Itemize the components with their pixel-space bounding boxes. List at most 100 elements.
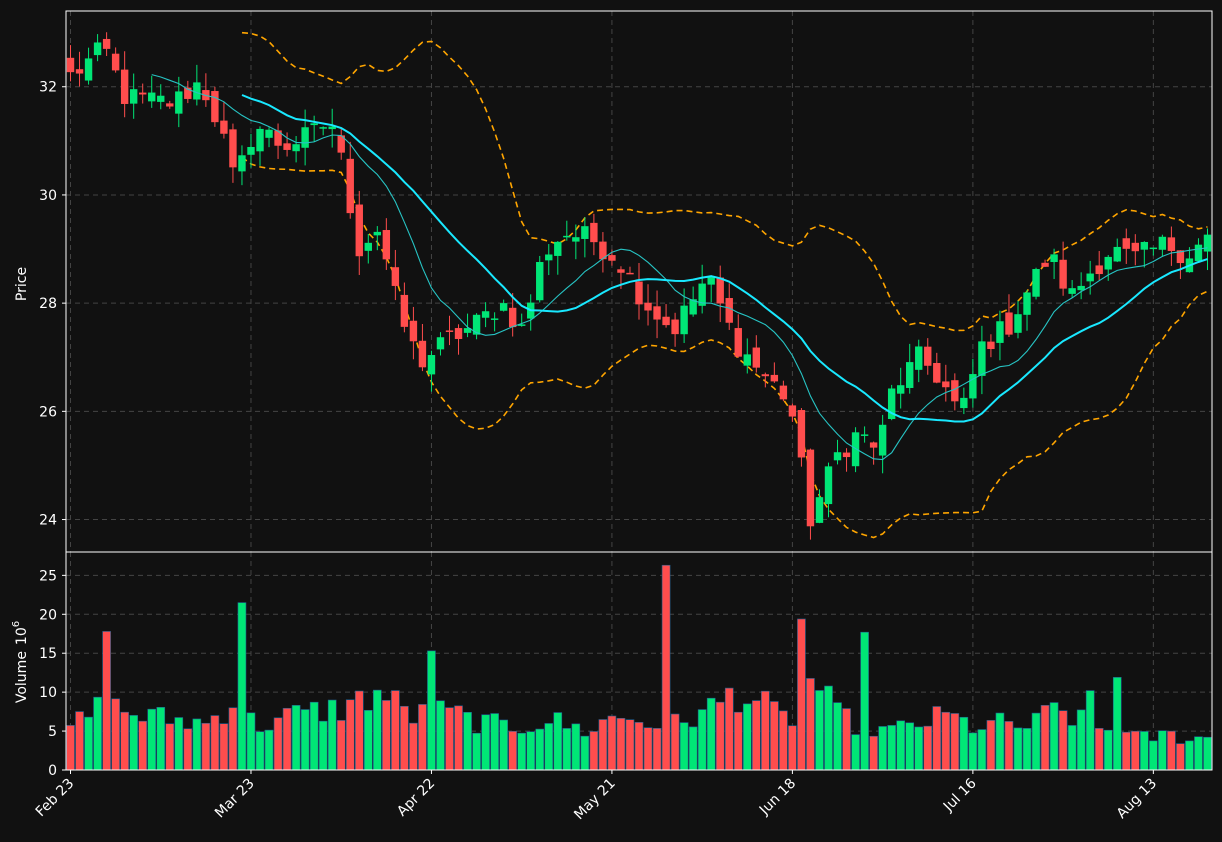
candle-body: [860, 434, 869, 436]
candle-body: [337, 135, 345, 153]
volume-bar: [806, 678, 815, 771]
candle-body: [382, 230, 391, 260]
candle-body: [66, 57, 75, 73]
volume-bar: [454, 705, 463, 771]
volume-bar: [481, 714, 490, 771]
volume-bar: [1058, 710, 1068, 771]
candle: [120, 51, 129, 118]
candle-body: [1077, 285, 1085, 291]
candle-body: [725, 298, 733, 323]
volume-bar: [1067, 725, 1077, 771]
candle: [1032, 267, 1040, 300]
candle: [508, 293, 517, 337]
candle: [409, 306, 418, 360]
candle-body: [1014, 314, 1022, 333]
volume-bar: [643, 727, 653, 771]
candle-body: [824, 466, 833, 505]
candle-body: [184, 87, 192, 99]
volume-bar: [1140, 731, 1149, 771]
volume-bar: [751, 700, 761, 771]
candle: [869, 441, 878, 465]
candle-body: [111, 53, 120, 71]
volume-bar: [391, 690, 400, 771]
volume-bar: [1040, 705, 1050, 771]
candle: [202, 73, 210, 107]
candle-body: [833, 452, 842, 461]
candle: [1122, 228, 1130, 264]
volume-bar: [878, 726, 887, 771]
volume-bar: [833, 702, 842, 771]
volume-bar: [1076, 709, 1086, 771]
volume-tick-label-5: 25: [39, 568, 57, 584]
volume-bar: [156, 707, 166, 771]
candle-body: [788, 405, 797, 417]
candle: [996, 310, 1004, 361]
volume-bar: [842, 708, 851, 771]
x-tick-label-0: Feb 23: [33, 776, 78, 821]
candle-body: [797, 410, 806, 458]
volume-bar: [291, 705, 301, 771]
candle-body: [1095, 265, 1103, 275]
candle: [102, 32, 111, 57]
candle: [283, 132, 291, 157]
volume-axis-label-text: Volume: [14, 651, 30, 703]
candle: [1140, 241, 1149, 268]
candle-body: [1149, 247, 1158, 250]
candle-body: [851, 432, 860, 467]
candle: [824, 462, 833, 518]
candle-body: [1050, 254, 1058, 263]
candle: [563, 220, 571, 241]
volume-bar: [1149, 740, 1158, 771]
candle: [554, 241, 562, 275]
volume-bar: [1085, 690, 1095, 771]
volume-bar: [273, 717, 283, 771]
candle: [66, 45, 75, 82]
volume-bar: [84, 716, 93, 771]
candle: [166, 100, 174, 109]
volume-bar: [652, 728, 662, 771]
volume-bar: [733, 711, 743, 771]
candle-body: [581, 226, 589, 239]
volume-bar: [472, 732, 481, 771]
volume-bar: [255, 731, 265, 771]
candle: [572, 224, 580, 260]
candle: [978, 325, 986, 395]
candle: [906, 343, 914, 394]
candle-body: [346, 158, 354, 214]
candle: [175, 76, 183, 128]
candle: [698, 264, 706, 314]
candle-body: [752, 347, 761, 368]
volume-bar: [824, 685, 833, 771]
candle-body: [996, 321, 1004, 343]
candle-body: [1059, 259, 1067, 289]
candle: [951, 373, 959, 411]
candle: [400, 282, 409, 333]
candle: [933, 352, 941, 384]
volume-bar: [1121, 731, 1131, 771]
candle-body: [229, 129, 237, 168]
x-tick-label-1: Mar 23: [212, 776, 258, 822]
candle: [969, 358, 977, 408]
volume-tick-label-2: 10: [39, 685, 57, 701]
candle: [139, 83, 147, 104]
volume-bar: [1185, 740, 1194, 771]
candle-body: [734, 328, 742, 357]
volume-bar: [363, 710, 373, 771]
candle: [274, 123, 282, 159]
candle: [671, 312, 679, 347]
volume-tick-label-4: 20: [39, 607, 57, 623]
volume-bar: [1004, 721, 1014, 771]
candle-body: [906, 362, 914, 388]
candle: [635, 262, 643, 320]
candle: [1005, 294, 1013, 337]
volume-bar: [815, 690, 824, 771]
candle-body: [887, 388, 896, 420]
volume-bar: [409, 722, 418, 771]
volume-bar: [445, 707, 454, 771]
candle: [716, 265, 724, 323]
candle-body: [120, 69, 129, 104]
volume-bar: [706, 697, 716, 771]
candle: [445, 315, 454, 346]
volume-bar: [165, 723, 175, 771]
volume-bar: [129, 715, 138, 771]
